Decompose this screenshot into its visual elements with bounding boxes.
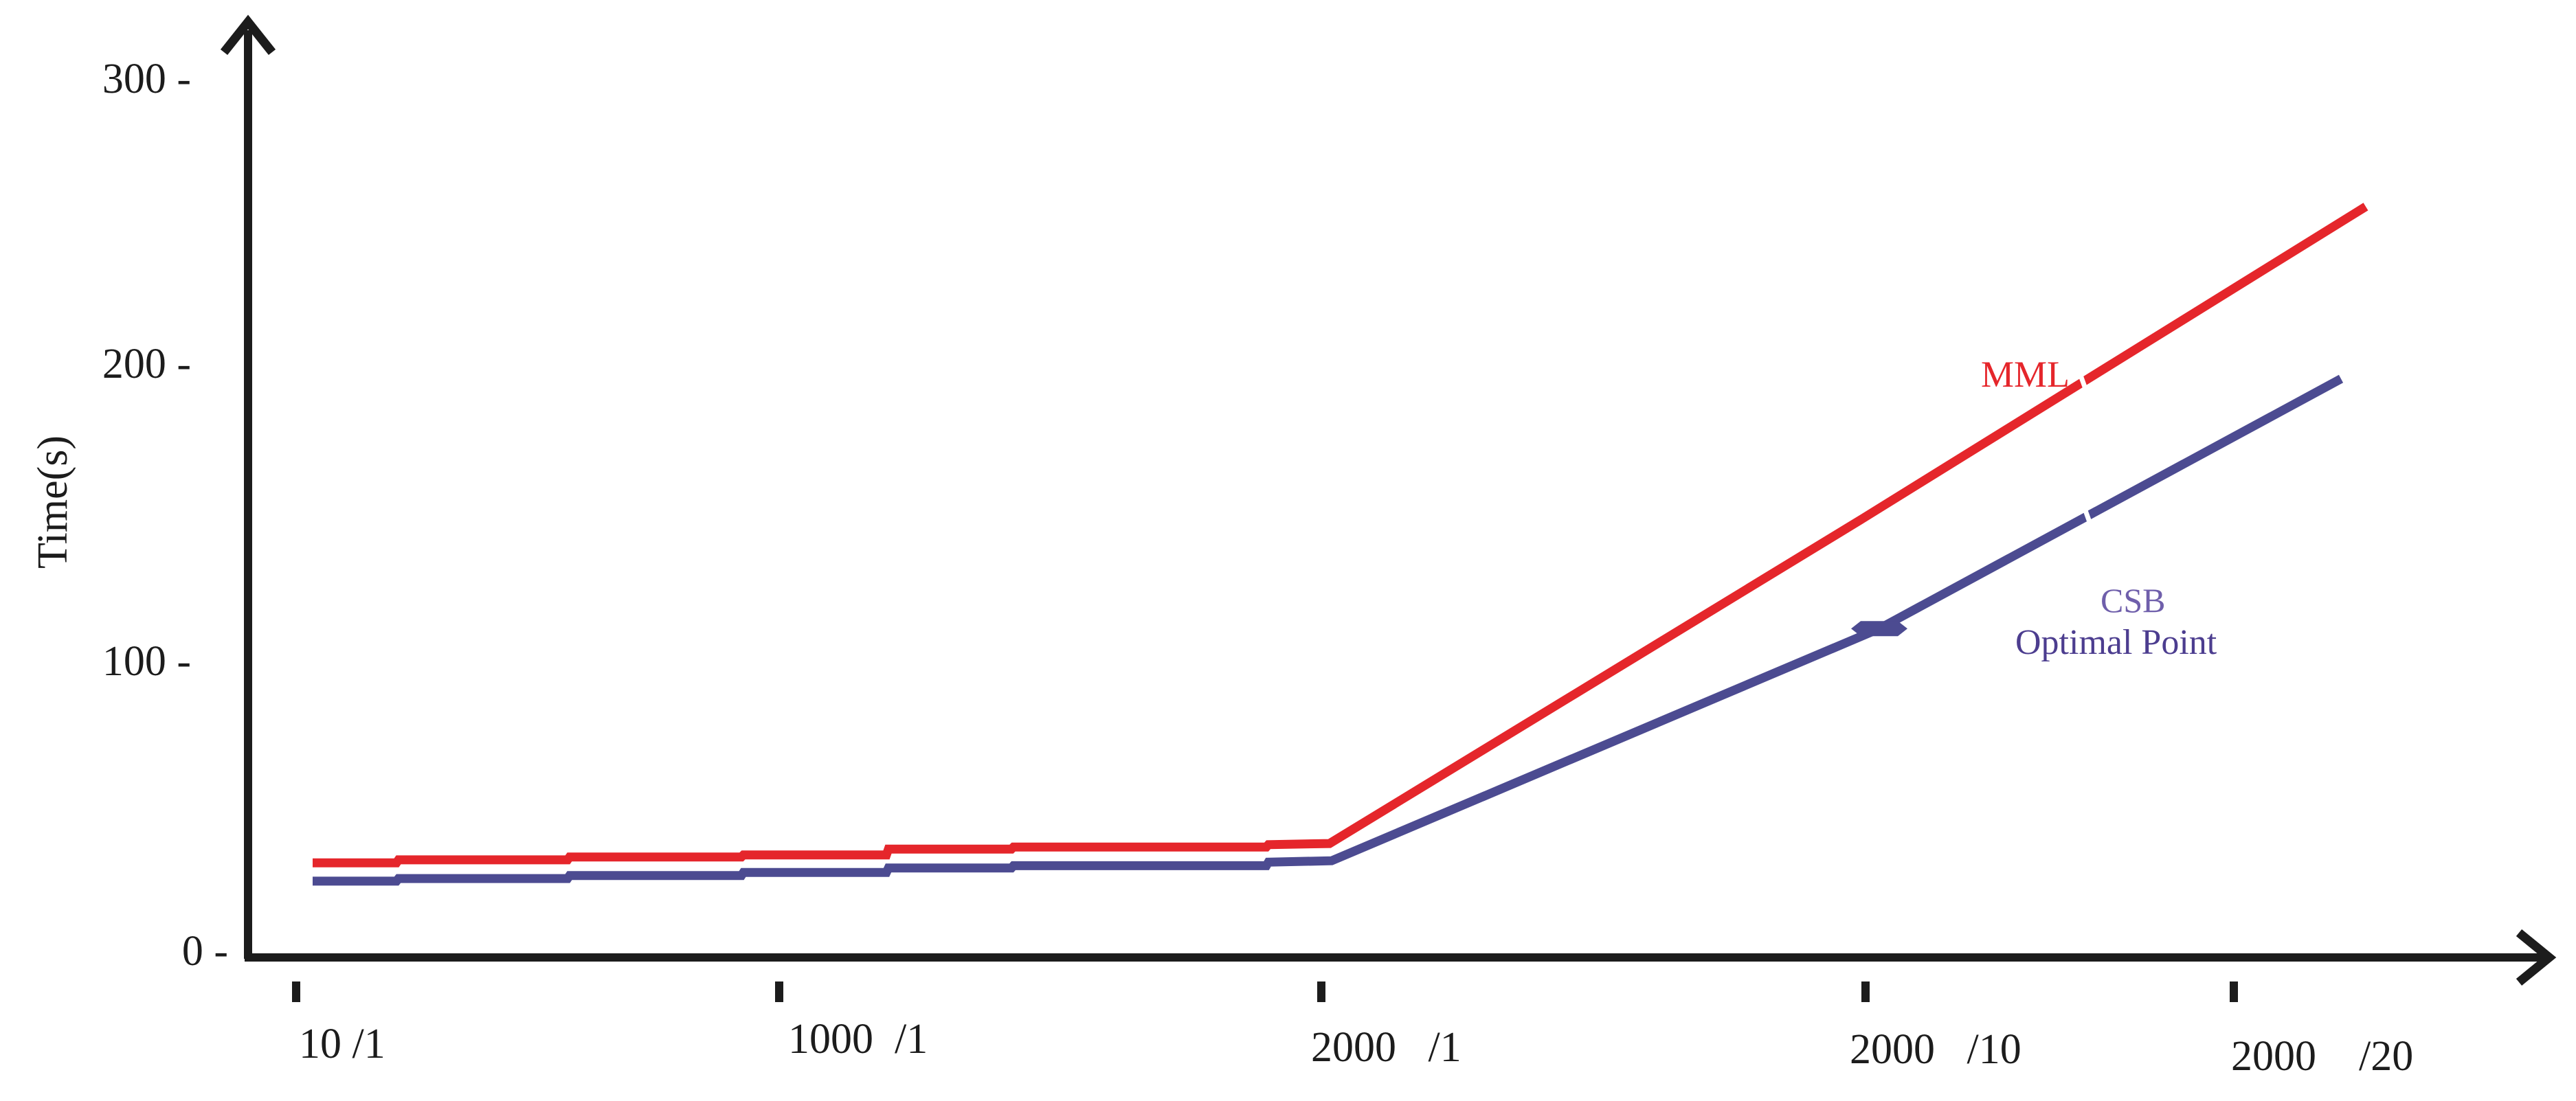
ticks-group: 300 - 200 - 100 - 0 - 10 /1 1000 /1 2000 /1 200… [102,56,2413,1080]
annotation-labels-group: MML CSB Optimal Point [1981,354,2217,662]
x-tick-label: 2000 /20 [2231,1033,2413,1080]
series-label-mml: MML [1981,354,2070,395]
x-tick-mark [2230,981,2238,1002]
mml-series-line [313,203,2368,867]
optimal-point-marker [1851,621,1907,637]
x-tick-label: 2000 /10 [1850,1026,2021,1073]
x-tick-mark [1317,981,1325,1002]
line-break-artifact [2080,501,2092,523]
y-axis-title: Time(s) [30,435,76,569]
y-tick-label: 200 - [102,341,191,387]
y-axis-arrow-icon [220,14,276,56]
x-tick-label: 2000 /1 [1311,1024,1461,1071]
axes-group: Time(s) [30,14,2557,986]
x-tick-mark [1861,981,1870,1002]
series-label-csb: CSB [2101,581,2166,620]
x-tick-mark [292,981,300,1002]
csb-series-line [313,374,2344,886]
y-tick-label: 0 - [182,928,228,975]
x-tick-label: 1000 /1 [788,1016,928,1063]
series-group [313,203,2368,886]
x-axis-arrow-icon [2516,929,2557,986]
y-tick-label: 300 - [102,56,191,102]
x-tick-mark [775,981,783,1002]
y-tick-label: 100 - [102,638,191,685]
annotation-optimal-point: Optimal Point [2015,623,2217,662]
line-break-artifact [2076,368,2088,390]
x-tick-label: 10 /1 [299,1021,385,1067]
